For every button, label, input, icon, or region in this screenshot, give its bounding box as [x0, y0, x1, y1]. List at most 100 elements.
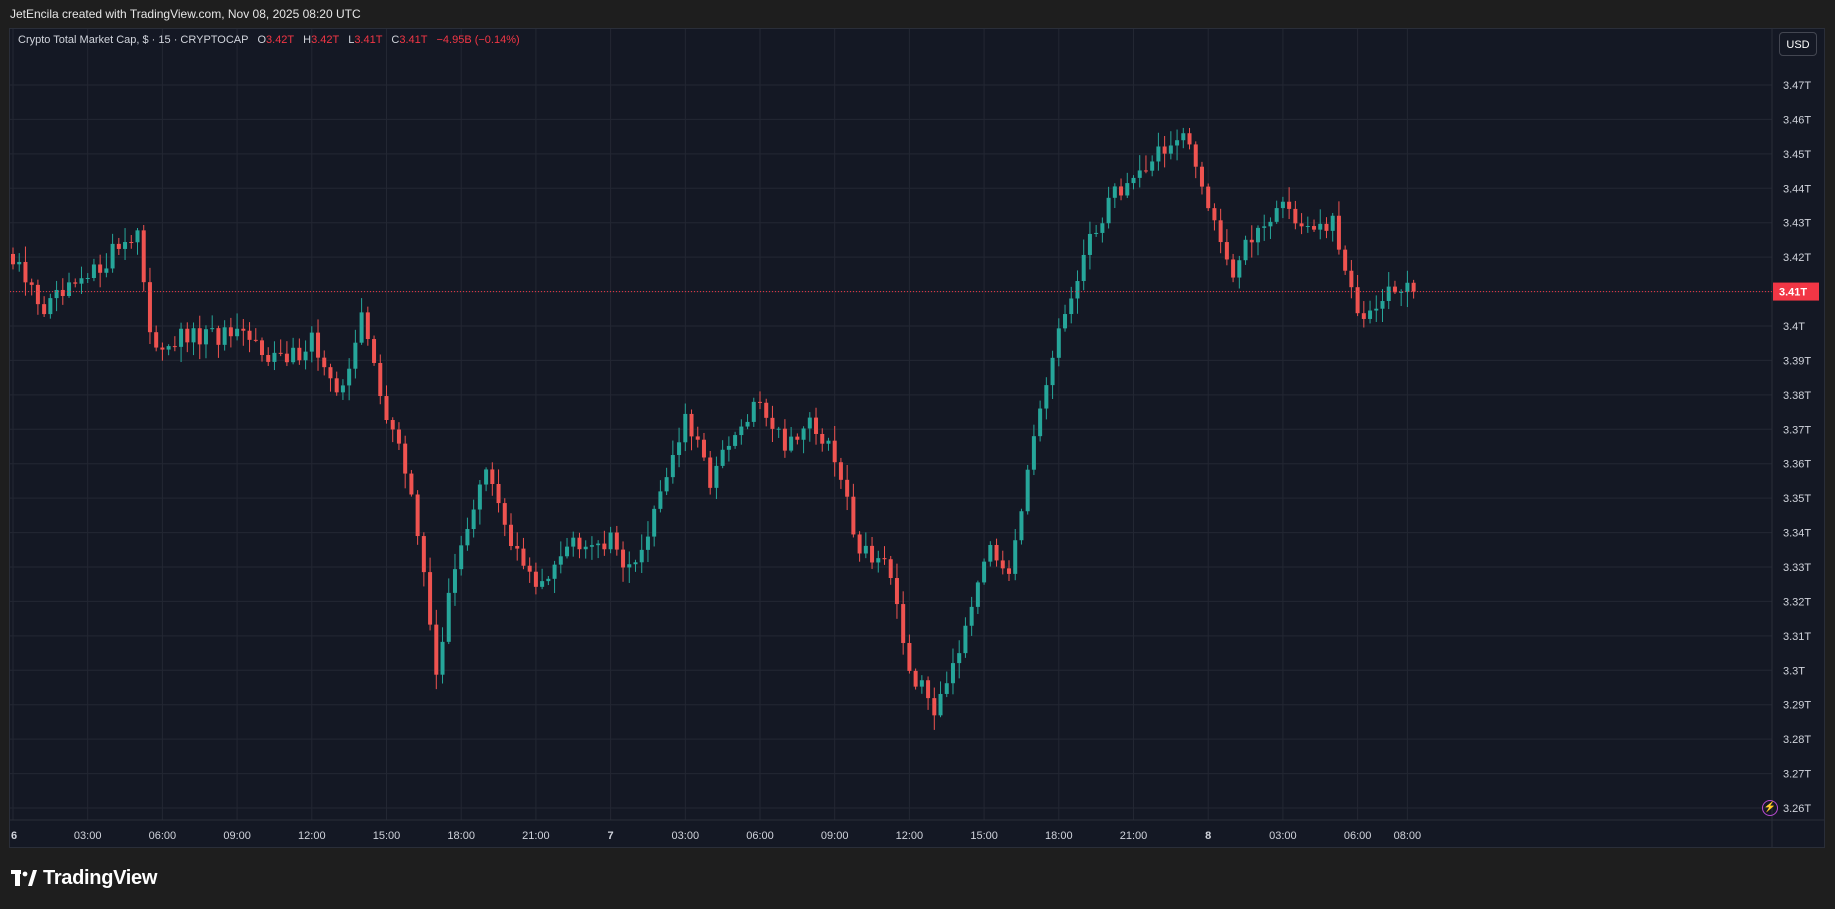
candle-body: [378, 362, 383, 397]
candle-body: [832, 440, 837, 463]
tradingview-logo[interactable]: TradingView: [11, 866, 157, 890]
candle-body: [509, 524, 513, 547]
candle-body: [907, 643, 912, 671]
candle-body: [1131, 177, 1136, 184]
candle-body: [116, 243, 121, 249]
candle-body: [365, 312, 370, 340]
x-tick-label: 12:00: [896, 830, 924, 842]
candle-body: [1050, 357, 1055, 386]
y-tick-label: 3.29T: [1783, 700, 1811, 712]
y-tick-label: 3.32T: [1783, 596, 1811, 608]
candle-body: [471, 509, 476, 530]
candle-body: [11, 253, 15, 265]
symbol-legend: Crypto Total Market Cap, $ · 15 · CRYPTO…: [18, 34, 520, 46]
candle-body: [1256, 227, 1260, 243]
candle-body: [845, 479, 850, 497]
candle-body: [1044, 385, 1049, 409]
candle-body: [1305, 226, 1310, 228]
candle-body: [440, 641, 445, 675]
candle-body: [1336, 215, 1341, 250]
candle-body: [1405, 282, 1410, 292]
candle-body: [652, 508, 657, 537]
candle-body: [428, 572, 433, 625]
candle-body: [241, 328, 246, 331]
candle-body: [552, 564, 557, 579]
candle-body: [814, 417, 819, 434]
candle-body: [1031, 436, 1036, 470]
candle-body: [1299, 223, 1304, 227]
candle-body: [1143, 170, 1148, 172]
candle-body: [1392, 286, 1397, 293]
candle-body: [913, 670, 918, 687]
candle-body: [820, 433, 825, 444]
candle-body: [421, 536, 426, 573]
candle-body: [291, 347, 296, 363]
candle-body: [166, 346, 171, 350]
candle-body: [390, 420, 395, 430]
candle-body: [1349, 270, 1354, 288]
candle-body: [1094, 232, 1099, 234]
candle-body: [247, 330, 252, 340]
candle-body: [714, 465, 719, 488]
candle-body: [1100, 223, 1105, 233]
x-tick-label: 15:00: [970, 830, 998, 842]
candle-body: [1025, 469, 1030, 512]
candle-body: [577, 537, 582, 550]
candle-body: [1380, 301, 1385, 309]
candle-body: [658, 491, 663, 509]
watermark-header: JetEncila created with TradingView.com, …: [0, 0, 1835, 28]
candle-body: [540, 581, 545, 587]
candle-body: [1168, 145, 1173, 154]
candle-body: [870, 545, 875, 563]
candle-body: [1156, 146, 1161, 162]
candle-body: [589, 545, 594, 547]
candle-body: [1386, 286, 1391, 302]
candle-body: [297, 347, 302, 361]
candle-body: [807, 417, 812, 429]
candle-body: [147, 282, 152, 333]
x-tick-label: 09:00: [821, 830, 849, 842]
candle-body: [446, 592, 451, 642]
candle-body: [938, 693, 943, 716]
candle-body: [91, 264, 96, 278]
candle-body: [266, 355, 271, 362]
lightning-icon[interactable]: ⚡: [1762, 800, 1778, 816]
candle-body: [1218, 220, 1223, 243]
y-tick-label: 3.36T: [1783, 459, 1811, 471]
candle-body: [1162, 146, 1167, 154]
tradingview-logo-icon: [11, 870, 37, 886]
candle-body: [1274, 208, 1279, 222]
candle-body: [1374, 308, 1379, 311]
candle-body: [1249, 239, 1254, 243]
candle-body: [17, 261, 22, 265]
candle-body: [689, 413, 694, 437]
candlestick-chart[interactable]: 3.47T 3.46T 3.45T 3.44T 3.43T 3.42T 3.41T 3.4T 3…: [0, 0, 1835, 848]
last-price-label: 3.41T: [1779, 287, 1807, 299]
y-tick-label: 3.44T: [1783, 183, 1811, 195]
candle-body: [944, 683, 949, 694]
candle-body: [353, 342, 358, 369]
candle-body: [1119, 186, 1124, 196]
candle-body: [210, 328, 215, 330]
candle-body: [1318, 223, 1323, 230]
candle-body: [882, 558, 887, 560]
candle-body: [776, 428, 781, 430]
candle-body: [98, 264, 103, 273]
currency-button[interactable]: USD: [1779, 32, 1817, 56]
close-label: C: [391, 34, 400, 46]
candle-body: [222, 327, 227, 345]
symbol-name[interactable]: Crypto Total Market Cap, $ · 15 · CRYPTO…: [18, 34, 249, 46]
candle-body: [160, 347, 165, 350]
candle-body: [1355, 287, 1360, 314]
candle-body: [384, 396, 389, 421]
candle-body: [409, 473, 414, 495]
candle-body: [1087, 233, 1092, 255]
candle-body: [1075, 281, 1080, 299]
candle-body: [110, 243, 115, 269]
candle-body: [1224, 242, 1229, 260]
candle-body: [1081, 254, 1086, 282]
candle-body: [739, 426, 744, 436]
high-label: H: [303, 34, 312, 46]
candle-body: [191, 328, 196, 343]
x-tick-label: 09:00: [223, 830, 251, 842]
